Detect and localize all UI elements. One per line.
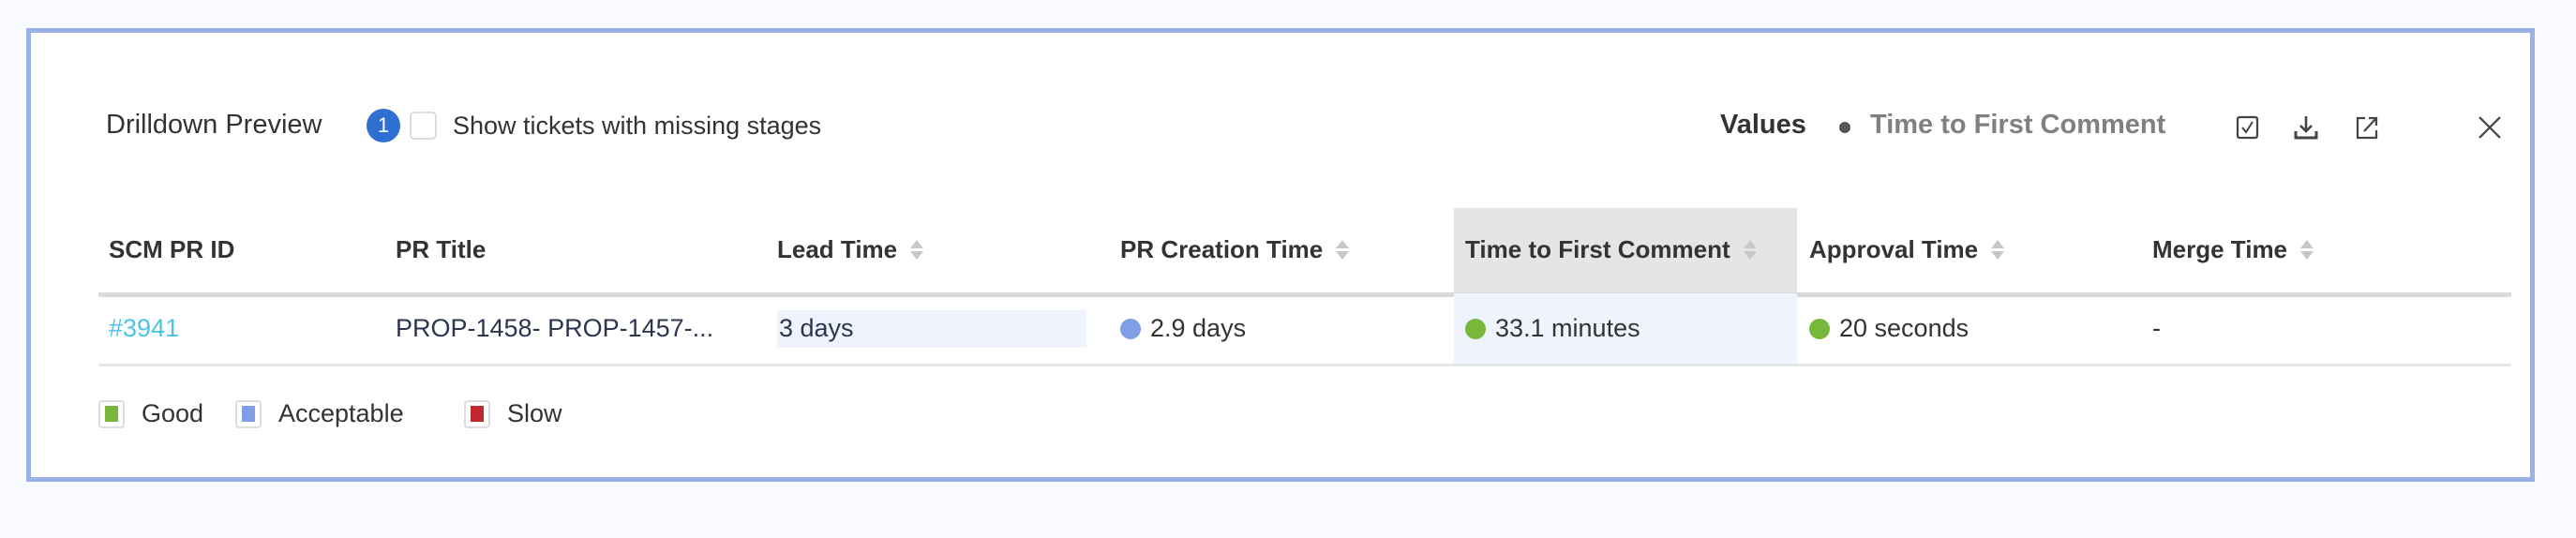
row-divider (98, 364, 2511, 366)
lead-time-cell: 3 days (779, 314, 854, 342)
lead-time-cell-bg (777, 310, 1086, 348)
sort-icon[interactable] (910, 240, 924, 260)
time-to-first-comment-cell: 33.1 minutes (1465, 314, 1640, 343)
column-header-scm-pr-id: SCM PR ID (109, 235, 235, 263)
sort-icon[interactable] (1743, 240, 1757, 260)
count-badge: 1 (367, 109, 400, 142)
good-status-dot (1465, 318, 1486, 339)
close-icon[interactable] (2474, 112, 2506, 143)
approval-time-cell: 20 seconds (1809, 314, 1969, 343)
legend-good: Good (98, 399, 203, 428)
column-header-pr-title: PR Title (396, 235, 487, 263)
column-header-approval-time[interactable]: Approval Time (1809, 235, 2005, 264)
acceptable-swatch (242, 406, 255, 422)
sort-icon[interactable] (2300, 240, 2314, 260)
sort-icon[interactable] (1336, 240, 1350, 260)
values-label: Values (1720, 110, 1806, 140)
good-swatch (105, 406, 118, 422)
pr-title-cell: PROP-1458- PROP-1457-... (396, 314, 714, 342)
acceptable-status-dot (1120, 318, 1141, 339)
panel-title: Drilldown Preview (106, 110, 322, 140)
header-divider (98, 292, 2511, 297)
legend-slow: Slow (464, 399, 562, 428)
sort-icon[interactable] (1991, 240, 2005, 260)
checkbox-list-icon[interactable] (2232, 112, 2264, 143)
metric-label: Time to First Comment (1870, 110, 2166, 140)
merge-time-cell: - (2152, 314, 2161, 342)
missing-stages-label[interactable]: Show tickets with missing stages (453, 112, 822, 140)
slow-swatch (471, 406, 484, 422)
download-icon[interactable] (2290, 112, 2322, 143)
pr-id-link[interactable]: #3941 (109, 314, 180, 342)
open-external-icon[interactable] (2351, 112, 2383, 143)
column-header-pr-creation-time[interactable]: PR Creation Time (1120, 235, 1350, 264)
column-header-merge-time[interactable]: Merge Time (2152, 235, 2314, 264)
missing-stages-checkbox[interactable] (410, 112, 437, 140)
legend-acceptable: Acceptable (235, 399, 404, 428)
column-header-lead-time[interactable]: Lead Time (777, 235, 924, 264)
drilldown-preview-panel: Drilldown Preview 1 Show tickets with mi… (26, 28, 2535, 482)
highlighted-cell-bg (1454, 293, 1797, 364)
good-status-dot (1809, 318, 1830, 339)
column-header-time-to-first-comment[interactable]: Time to First Comment (1465, 235, 1757, 264)
highlighted-column-header-bg (1454, 208, 1797, 292)
pr-creation-time-cell: 2.9 days (1120, 314, 1246, 343)
separator-dot (1839, 122, 1850, 133)
